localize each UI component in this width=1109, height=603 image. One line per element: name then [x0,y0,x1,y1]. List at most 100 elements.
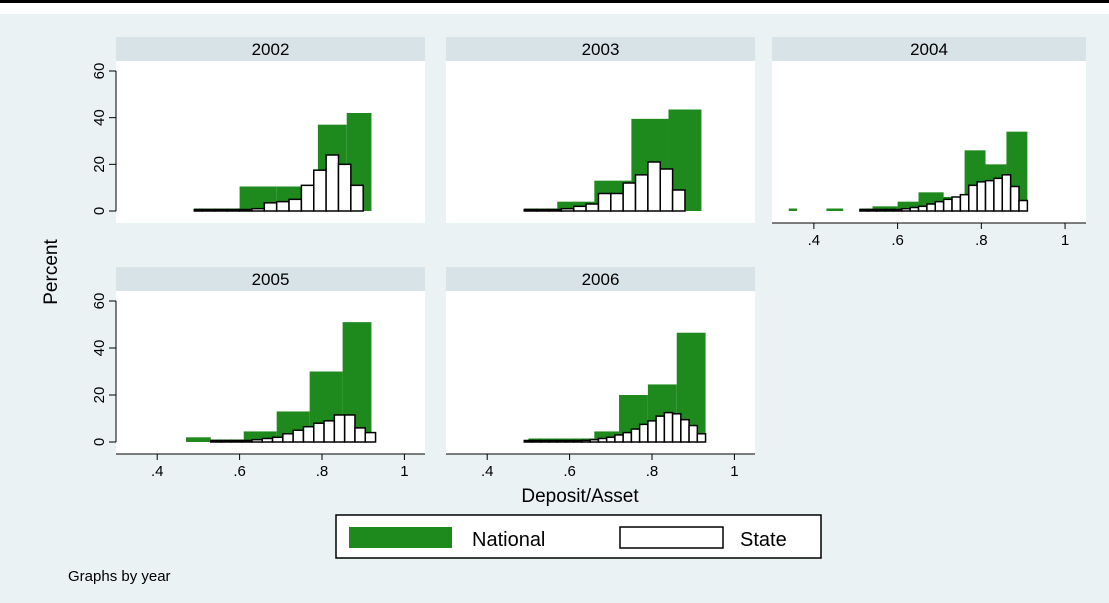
panel-strip [116,37,425,61]
bar-state [901,207,911,212]
y-tick-label: 0 [91,207,108,215]
y-tick-label: 20 [91,156,108,173]
bar-state [548,439,558,443]
bar-state [647,420,657,443]
bar-state [638,423,649,443]
bar-state [909,206,920,212]
bar-state [572,439,583,443]
bar-state [333,414,346,443]
x-tick-label: .8 [316,463,329,480]
bar-state [240,439,253,443]
panel-2003: 2003 [446,37,755,223]
bar-state [630,428,641,443]
panel-title: 2002 [252,40,290,59]
panel-title: 2004 [910,40,948,59]
bar-state [976,181,987,212]
bar-state [959,193,970,212]
bar-state [610,192,624,212]
x-tick-label: 1 [1061,232,1069,249]
bar-state [875,208,886,212]
bar-national [897,201,919,211]
bar-state [655,415,666,443]
bar-state [238,208,253,212]
bar-state [523,439,534,443]
bar-state [984,179,995,212]
panel-2002: 2002 0 20 40 60 [91,37,425,223]
bar-state [581,439,591,443]
bar-state [302,425,315,443]
bar-state [968,184,978,212]
bar-state [556,439,567,443]
bar-state [859,208,870,212]
bar-state [263,202,278,212]
bar-state [275,200,290,212]
plot-area [116,291,425,454]
panel-2005: 2005 0 20 40 60 .4 .6 .8 1 [91,267,425,480]
bar-state [951,196,962,212]
bar-state [201,208,216,212]
bar-state [688,424,699,443]
bar-state [251,438,264,443]
x-tick-label: .6 [891,232,904,249]
bar-state [292,429,305,443]
legend-label-national: National [472,529,545,551]
bar-state [313,169,327,212]
x-tick-label: .4 [151,463,164,480]
y-axis-title: Percent [41,239,62,305]
y-tick-label: 60 [91,63,108,80]
bar-state [325,154,340,212]
bar-state [680,418,690,443]
bar-state [696,433,707,443]
bar-national [186,437,211,442]
legend-label-state: State [740,529,787,551]
bar-state [323,420,336,443]
bar-state [343,414,356,443]
bar-state [564,439,575,443]
panel-strip [446,37,755,61]
y-tick-label: 20 [91,387,108,404]
bar-state [671,413,682,443]
bar-state [892,208,903,212]
panel-2006: 2006 .4 .6 .8 1 [446,267,755,480]
bar-state [1018,199,1029,212]
bar-national [872,206,898,211]
bar-state [313,422,325,443]
bar-state [867,208,878,212]
bar-state [230,439,243,443]
bar-state [926,203,937,212]
panel-title: 2006 [582,270,620,289]
bar-state [659,168,674,212]
bar-state [1001,174,1012,212]
bar-state [337,163,352,212]
bar-state [634,174,649,212]
bar-state [647,161,661,212]
x-tick-label: 1 [730,463,738,480]
bar-state [614,434,624,443]
bar-national [826,208,844,211]
x-axis-title: Deposit/Asset [521,486,639,507]
y-tick-label: 40 [91,340,108,357]
bar-national [788,208,798,211]
bar-state [210,439,222,443]
panel-title: 2005 [252,270,290,289]
x-tick-label: .6 [233,463,246,480]
x-tick-label: .8 [975,232,988,249]
bar-state [597,437,608,443]
bar-state [917,205,928,212]
bar-national [243,431,277,442]
x-tick-label: 1 [400,463,408,480]
legend-swatch-national [349,527,452,548]
bar-state [354,427,367,443]
bar-state [934,200,945,212]
bar-state [622,182,637,212]
bar-state [622,431,633,443]
bar-state [597,192,612,212]
bar-state [540,439,550,443]
bar-state [214,208,228,212]
legend: National State [335,514,822,559]
top-rule [0,0,1109,3]
bar-state [589,438,600,443]
panel-2004: 2004 .4 .6 .8 1 [772,37,1086,249]
